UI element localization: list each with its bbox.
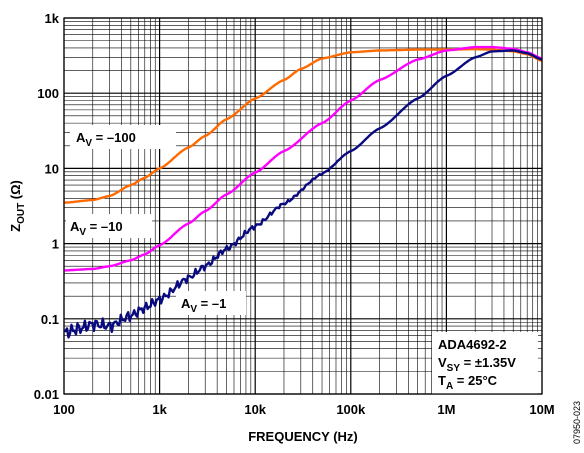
- info-supply-pre: V: [438, 355, 447, 370]
- y-tick-label: 10: [45, 161, 59, 176]
- annotation-boxes: [66, 125, 538, 394]
- series-layer: [63, 45, 543, 339]
- av1-label-post: = –1: [197, 296, 226, 311]
- av10-label-pre: A: [70, 219, 80, 234]
- y-tick-labels: 0.01 0.1 1 10 100 1k: [34, 11, 60, 402]
- av100-label-post: = –100: [92, 130, 136, 145]
- y-tick-label: 1k: [45, 11, 60, 26]
- info-temp-post: = 25°C: [453, 373, 497, 388]
- plot-background: [64, 18, 542, 394]
- x-tick-label: 10k: [244, 402, 266, 417]
- y-axis-title: ZOUT (Ω): [8, 180, 27, 232]
- av1-label-box: [176, 291, 246, 315]
- series-line-2: [64, 45, 543, 272]
- info-temp-pre: T: [438, 373, 446, 388]
- av100-label-sub: V: [85, 138, 92, 149]
- av1-label-sub: V: [190, 304, 197, 315]
- av10-label-box: [66, 214, 152, 238]
- info-device-name: ADA4692-2: [438, 337, 507, 352]
- info-box: [432, 332, 538, 394]
- av100-label-pre: A: [76, 130, 86, 145]
- y-tick-label: 0.1: [41, 312, 59, 327]
- figure-code: 07950-023: [572, 401, 582, 444]
- x-tick-label: 10M: [529, 402, 554, 417]
- info-supply-sub: SY: [447, 363, 461, 374]
- x-tick-label: 1k: [152, 402, 167, 417]
- av10-label-sub: V: [79, 227, 86, 238]
- av100-label: AV = –100: [76, 130, 136, 149]
- x-tick-label: 1M: [437, 402, 455, 417]
- av10-label: AV = –10: [70, 219, 123, 238]
- y-tick-label: 0.01: [34, 387, 59, 402]
- x-tick-label: 100k: [336, 402, 366, 417]
- av100-label-box: [70, 125, 176, 149]
- series-line-3: [63, 49, 543, 339]
- x-tick-label: 100: [53, 402, 75, 417]
- y-axis-title-unit: (Ω): [8, 180, 23, 203]
- x-tick-labels: 100 1k 10k 100k 1M 10M: [53, 402, 555, 417]
- y-axis-title-main: Z: [8, 224, 23, 232]
- av1-label: AV = –1: [181, 296, 226, 315]
- info-supply-post: = ±1.35V: [460, 355, 516, 370]
- grid-minor: [64, 18, 542, 394]
- y-tick-label: 100: [37, 86, 59, 101]
- x-axis-title: FREQUENCY (Hz): [248, 429, 358, 444]
- av10-label-post: = –10: [86, 219, 123, 234]
- y-tick-label: 1: [52, 237, 59, 252]
- plot-frame: [63, 17, 543, 395]
- y-axis-title-sub: OUT: [16, 203, 27, 224]
- info-temperature: TA = 25°C: [438, 373, 498, 392]
- info-supply-voltage: VSY = ±1.35V: [438, 355, 516, 374]
- info-temp-sub: A: [446, 381, 453, 392]
- av1-label-pre: A: [181, 296, 191, 311]
